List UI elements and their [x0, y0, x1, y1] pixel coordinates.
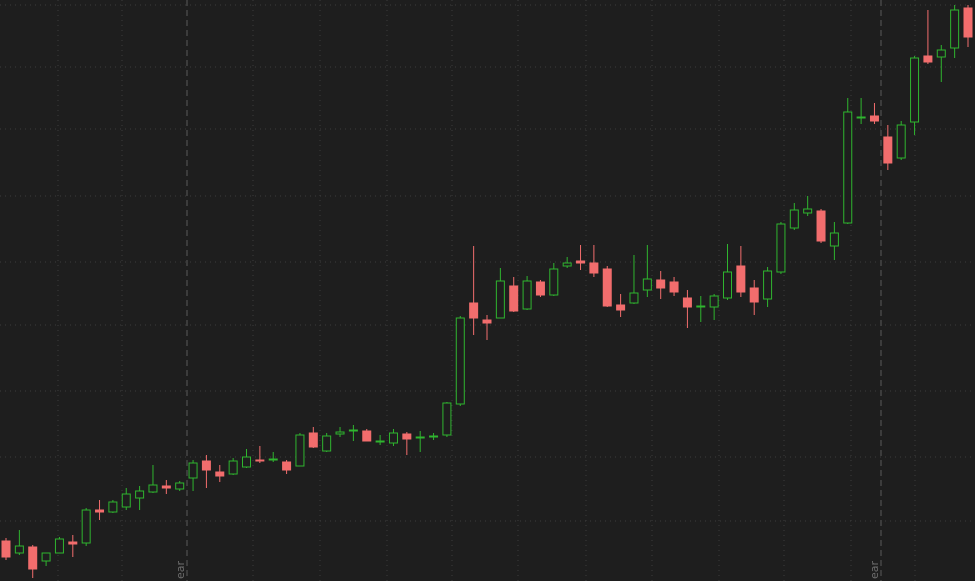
candle-body	[749, 287, 759, 303]
candle-body	[28, 546, 38, 570]
candle-body	[255, 459, 265, 462]
candle-body	[362, 430, 372, 442]
candle-body	[308, 432, 318, 448]
candle-body	[442, 402, 452, 436]
candle-body	[68, 541, 78, 545]
candle-body	[669, 281, 679, 293]
candle-body	[682, 297, 692, 308]
year-label: ear	[868, 560, 881, 579]
candle-body	[375, 440, 385, 443]
candle-body	[201, 460, 211, 471]
candle-body	[776, 223, 786, 273]
candle-body	[816, 210, 826, 242]
candle-body	[81, 509, 91, 544]
candle-body	[121, 493, 131, 508]
candle-body	[803, 208, 813, 214]
candle-body	[963, 7, 973, 38]
candle-body	[482, 319, 492, 324]
candle-body	[616, 304, 626, 311]
candle-body	[883, 136, 893, 164]
year-label: ear	[174, 560, 187, 579]
candle-body	[910, 57, 920, 123]
candle-body	[268, 458, 278, 461]
candle-body	[14, 545, 24, 554]
candle-body	[322, 435, 332, 452]
candle-body	[923, 55, 933, 63]
candle-body	[736, 265, 746, 293]
candle-body	[509, 285, 519, 312]
candle-body	[161, 485, 171, 489]
candle-body	[388, 432, 398, 444]
candle-body	[656, 279, 666, 289]
candle-body	[696, 305, 706, 308]
candle-body	[642, 278, 652, 291]
candle-body	[95, 509, 105, 513]
candle-body	[402, 433, 412, 440]
candle-body	[829, 232, 839, 247]
candle-body	[869, 115, 879, 122]
candle-body	[135, 490, 145, 499]
candle-body	[282, 461, 292, 471]
candle-body	[763, 270, 773, 300]
candle-body	[576, 260, 586, 264]
candle-body	[108, 501, 118, 513]
candle-body	[215, 471, 225, 477]
candle-body	[54, 538, 64, 554]
candle-body	[175, 482, 185, 490]
candle-body	[950, 9, 960, 49]
candle-body	[843, 111, 853, 224]
candle-body	[242, 456, 251, 468]
candle-body	[335, 431, 345, 435]
candle-body	[709, 295, 719, 308]
candle-body	[469, 302, 479, 319]
candle-body	[188, 462, 198, 479]
candle-body	[41, 552, 51, 562]
candle-body	[629, 292, 639, 304]
candle-body	[535, 281, 545, 296]
candle-body	[562, 262, 572, 267]
candle-body	[455, 317, 465, 405]
candle-body	[936, 49, 946, 58]
candle-body	[1, 540, 11, 558]
candle-body	[429, 435, 439, 438]
candle-body	[602, 268, 612, 307]
candle-body	[723, 271, 732, 299]
candle-body	[295, 434, 305, 467]
candle-body	[348, 429, 358, 432]
candle-body	[549, 268, 559, 296]
candle-body	[589, 262, 599, 274]
candle-body	[789, 209, 799, 229]
candle-body	[228, 460, 238, 475]
candle-body	[896, 124, 906, 159]
candle-body	[522, 280, 532, 310]
candle-body	[415, 436, 425, 439]
candle-body	[495, 280, 505, 319]
candle-body	[148, 484, 158, 493]
candle-body	[856, 116, 866, 119]
